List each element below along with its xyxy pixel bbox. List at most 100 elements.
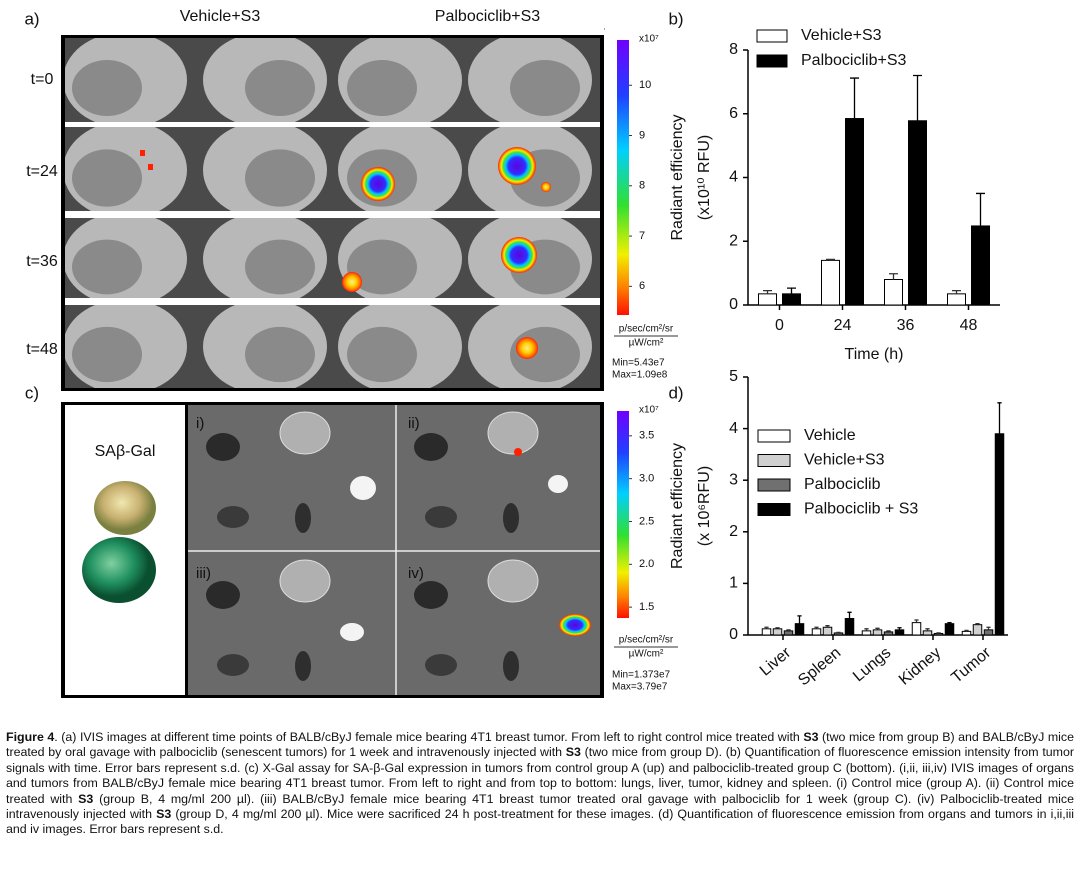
error-bar xyxy=(847,611,852,619)
bar xyxy=(782,293,801,306)
organ-spleen xyxy=(295,503,311,533)
bar xyxy=(783,630,794,636)
bar xyxy=(833,632,844,636)
caption-text: (group D, 4 mg/ml 200 µl). Mice were sac… xyxy=(6,807,1074,837)
legend-label: Palbociclib+S3 xyxy=(801,52,907,69)
legend-swatch xyxy=(757,478,791,492)
colorbar-multiplier: x10⁷ xyxy=(639,34,659,45)
tumor-sample xyxy=(82,537,156,603)
fluorescence-signal xyxy=(501,237,537,273)
legend-label: Vehicle+S3 xyxy=(804,452,885,469)
caption-text: S3 xyxy=(78,791,94,806)
colorbar-max: Max=3.79e7 xyxy=(612,682,668,693)
bar xyxy=(772,628,783,636)
colorbar-tick-label: 7 xyxy=(639,230,645,242)
caption-text: Figure 4 xyxy=(6,730,55,744)
organ-liver xyxy=(279,559,331,603)
error-bar xyxy=(897,627,902,630)
tumor-signal xyxy=(559,614,591,636)
y-tick-label: 4 xyxy=(729,169,738,186)
x-tick-label: Liver xyxy=(757,644,795,680)
error-bar xyxy=(975,622,980,625)
y-axis-label: Radiant efficiency xyxy=(669,443,686,569)
row-label: t=24 xyxy=(26,163,58,180)
error-bar xyxy=(825,625,830,628)
error-bar xyxy=(850,77,859,119)
organ-tumor xyxy=(350,476,376,500)
error-bar xyxy=(913,74,922,121)
frame-right xyxy=(600,35,604,391)
error-bar xyxy=(925,628,930,631)
quadrant-label: ii) xyxy=(408,415,420,432)
group-label: Palbociclib+S3 xyxy=(435,8,541,25)
error-bar xyxy=(914,619,919,623)
row-label: t=0 xyxy=(31,71,54,88)
error-bar xyxy=(889,273,898,280)
figure-caption: Figure 4. (a) IVIS images at different t… xyxy=(6,730,1074,838)
legend-swatch xyxy=(757,454,791,467)
frame-gap xyxy=(56,391,608,401)
mouse-patch xyxy=(72,149,142,207)
y-tick-label: 8 xyxy=(729,41,738,58)
legend-swatch xyxy=(756,29,788,43)
x-tick-label: 0 xyxy=(775,317,784,334)
y-tick-label: 0 xyxy=(729,296,738,313)
mouse-patch xyxy=(245,60,315,116)
bar xyxy=(944,623,955,636)
error-bar xyxy=(786,629,791,631)
fluorescence-signal xyxy=(541,182,551,192)
colorbar-tick-label: 1.5 xyxy=(639,601,654,613)
mouse-patch xyxy=(72,326,142,383)
error-bar xyxy=(826,258,835,261)
organ-lungs xyxy=(414,433,448,461)
fluorescence-speck xyxy=(140,150,145,156)
organ-image xyxy=(188,405,600,695)
panel-label: b) xyxy=(668,9,683,28)
organ-spleen xyxy=(503,503,519,533)
bar xyxy=(994,433,1005,636)
quadrant-label: i) xyxy=(196,415,204,432)
x-tick-label: Spleen xyxy=(795,644,844,689)
caption-text: (two mice from group B) and BALB/cByJ mi… xyxy=(6,730,1074,760)
bar xyxy=(758,293,777,306)
error-bar xyxy=(886,630,891,632)
bar xyxy=(894,629,905,636)
error-bar xyxy=(864,628,869,631)
bar xyxy=(884,279,903,306)
colorbar-tick-label: 3.5 xyxy=(639,430,654,442)
x-tick-label: 24 xyxy=(834,317,852,334)
frame-top xyxy=(61,35,604,38)
error-bar xyxy=(814,626,819,629)
panel-label: a) xyxy=(24,9,39,28)
mouse-patch xyxy=(245,239,315,295)
colorbar-unit: p/sec/cm²/sr xyxy=(619,635,674,646)
error-bar xyxy=(763,290,772,294)
caption-text: S3 xyxy=(565,745,581,760)
organ-liver xyxy=(487,411,539,455)
colorbar-tick-label: 6 xyxy=(639,280,645,292)
fluorescence-signal xyxy=(361,167,395,201)
error-bar xyxy=(947,621,952,624)
error-bar xyxy=(787,287,796,294)
x-tick-label: Lungs xyxy=(850,644,894,685)
frame-bottom xyxy=(61,388,604,391)
organ-liver xyxy=(487,559,539,603)
fluorescence-signal xyxy=(516,337,538,359)
legend-label: Vehicle+S3 xyxy=(801,27,882,44)
organ-tumor xyxy=(548,475,568,493)
colorbar-tick-label: 8 xyxy=(639,180,645,192)
bar xyxy=(933,632,944,636)
y-tick-label: 6 xyxy=(729,105,738,122)
figure: a) b) c) d) Vehicle+S3 Palbociclib+S3 t=0 t=24 t… xyxy=(24,8,1008,698)
y-tick-label: 2 xyxy=(729,523,738,540)
caption-text: (two mice from group D). (b) Quantificat… xyxy=(6,745,1075,806)
organ-kidney xyxy=(217,654,249,676)
caption-text: . (a) IVIS images at different time poin… xyxy=(54,730,804,744)
organ-kidney xyxy=(425,506,457,528)
colorbar-tick-label: 10 xyxy=(639,79,651,91)
organ-lungs xyxy=(206,433,240,461)
row-divider xyxy=(65,122,600,127)
frame-left xyxy=(61,35,65,391)
panel-label: d) xyxy=(668,383,683,402)
